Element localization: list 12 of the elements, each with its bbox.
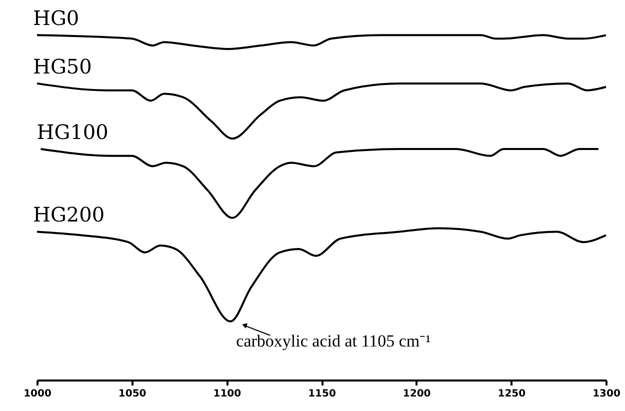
series-label: HG100 xyxy=(36,120,108,144)
x-tick-label: 1000 xyxy=(24,388,52,400)
series-label: HG50 xyxy=(33,54,92,78)
series-label: HG0 xyxy=(33,6,80,30)
x-tick-label: 1150 xyxy=(308,388,336,400)
x-tick-label: 1300 xyxy=(592,388,620,400)
x-tick-label: 1200 xyxy=(402,388,431,400)
annotation: carboxylic acid at 1105 cm⁻¹ xyxy=(236,331,431,350)
x-tick-label: 1100 xyxy=(213,388,242,400)
x-tick-label: 1250 xyxy=(498,388,526,400)
x-tick-label: 1050 xyxy=(118,388,146,400)
series-label: HG200 xyxy=(33,202,105,227)
